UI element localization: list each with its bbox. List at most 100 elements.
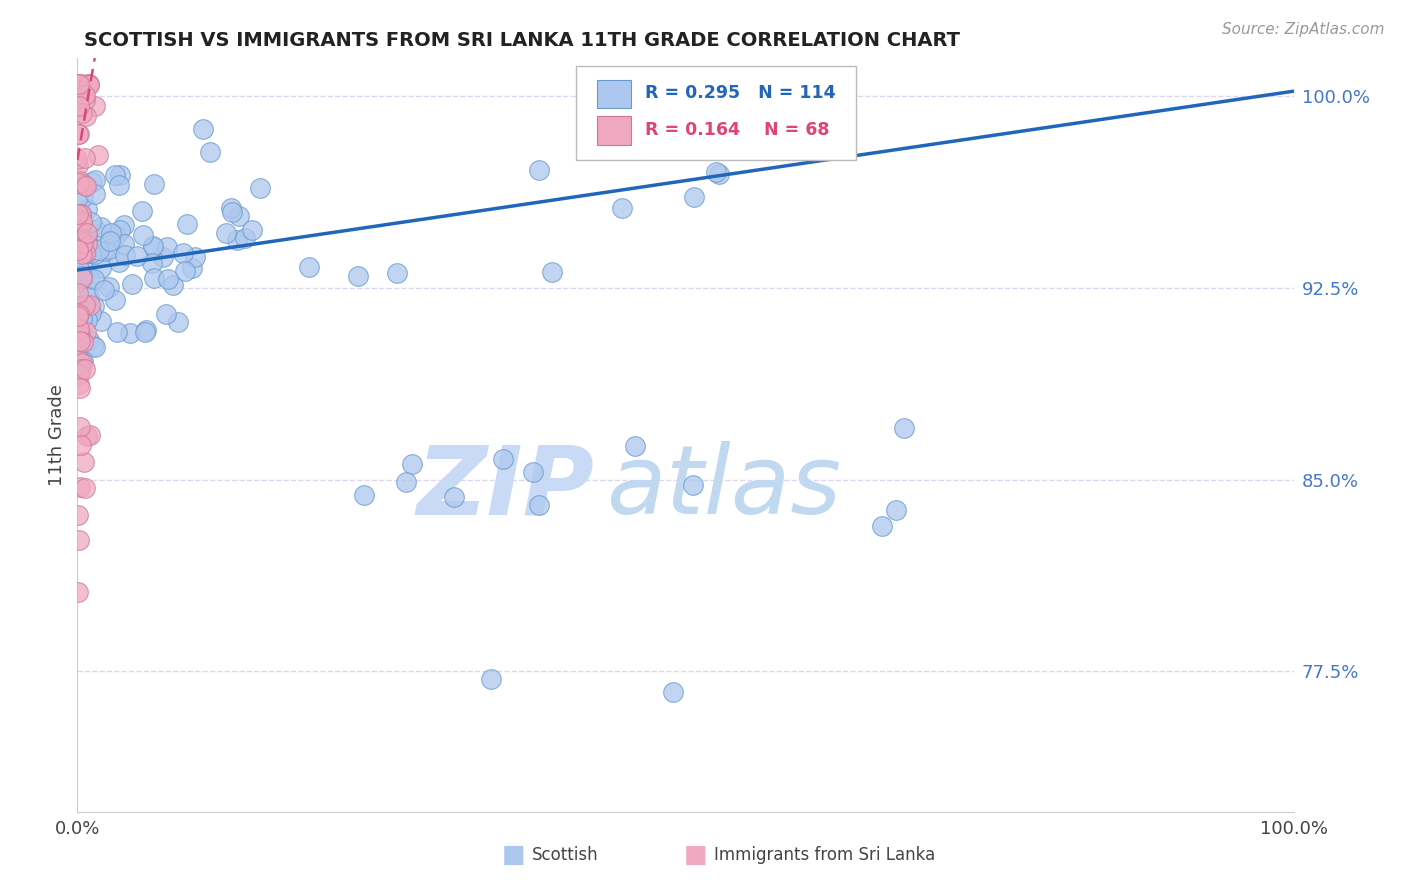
Point: [114, 248, 136, 262]
Bar: [596, 80, 631, 109]
Point: [72, 354, 94, 368]
Point: [67, 533, 90, 547]
Point: [233, 230, 256, 244]
Point: [353, 488, 375, 502]
Text: Scottish: Scottish: [531, 846, 598, 863]
Point: [75, 109, 97, 123]
Point: [80, 306, 103, 320]
Point: [347, 269, 370, 284]
Point: [173, 264, 195, 278]
Point: [79, 298, 101, 312]
Point: [84, 340, 107, 354]
Point: [72, 247, 94, 261]
Point: [76, 237, 98, 252]
Point: [67, 227, 90, 242]
Point: [75, 245, 97, 260]
Point: [704, 165, 727, 179]
Point: [100, 226, 122, 240]
Point: [66, 77, 89, 91]
Point: [104, 168, 127, 182]
Point: [527, 163, 550, 178]
Point: [77, 77, 100, 91]
Point: [69, 173, 91, 187]
Point: [67, 352, 90, 367]
Point: [67, 307, 90, 321]
Point: [479, 672, 502, 686]
Point: [83, 98, 105, 112]
Point: [226, 233, 249, 247]
Point: [97, 280, 120, 294]
Point: [93, 244, 115, 258]
Point: [131, 204, 153, 219]
Point: [108, 178, 131, 193]
Point: [118, 326, 141, 340]
Point: [87, 244, 110, 258]
Point: [90, 220, 112, 235]
Point: [66, 152, 89, 166]
Point: [79, 333, 101, 347]
Point: [67, 177, 90, 191]
Point: [67, 261, 90, 276]
Text: R = 0.164    N = 68: R = 0.164 N = 68: [645, 120, 830, 138]
Point: [79, 214, 101, 228]
Point: [108, 168, 131, 182]
Point: [83, 186, 105, 201]
Point: [90, 260, 112, 275]
Point: [69, 206, 91, 220]
Point: [77, 290, 100, 304]
Point: [142, 240, 165, 254]
Point: [156, 240, 179, 254]
Text: R = 0.295   N = 114: R = 0.295 N = 114: [645, 84, 837, 102]
Text: ■: ■: [502, 843, 524, 866]
Point: [67, 77, 90, 91]
Point: [108, 255, 131, 269]
Point: [131, 228, 153, 243]
Point: [73, 455, 96, 469]
Point: [870, 518, 893, 533]
Point: [87, 148, 110, 162]
Point: [70, 105, 93, 120]
Point: [72, 213, 94, 227]
Point: [67, 285, 90, 300]
Point: [80, 245, 103, 260]
Point: [707, 168, 730, 182]
Point: [522, 465, 544, 479]
Point: [83, 271, 105, 285]
Point: [66, 77, 89, 91]
Point: [105, 326, 128, 340]
Point: [69, 231, 91, 245]
Point: [82, 339, 104, 353]
Point: [103, 293, 125, 308]
Point: [70, 77, 93, 91]
Point: [72, 311, 94, 326]
Point: [70, 269, 93, 284]
Point: [77, 271, 100, 285]
Text: ■: ■: [685, 843, 707, 866]
Point: [73, 88, 96, 103]
Point: [73, 482, 96, 496]
Point: [67, 99, 90, 113]
Point: [76, 226, 98, 240]
Point: [66, 128, 89, 142]
Point: [612, 202, 634, 216]
Point: [114, 218, 136, 232]
Point: [69, 236, 91, 251]
Point: [82, 175, 104, 189]
Point: [219, 201, 242, 215]
Point: [72, 190, 94, 204]
Point: [72, 335, 94, 350]
Point: [73, 94, 96, 108]
Point: [76, 227, 98, 241]
Point: [83, 299, 105, 313]
Text: Immigrants from Sri Lanka: Immigrants from Sri Lanka: [714, 846, 935, 863]
Point: [75, 179, 97, 194]
Point: [67, 206, 90, 220]
Point: [401, 457, 423, 471]
Point: [69, 481, 91, 495]
Point: [172, 246, 194, 260]
Point: [75, 298, 97, 312]
Point: [385, 266, 408, 280]
Point: [142, 177, 165, 191]
Point: [121, 277, 143, 291]
Point: [67, 231, 90, 245]
